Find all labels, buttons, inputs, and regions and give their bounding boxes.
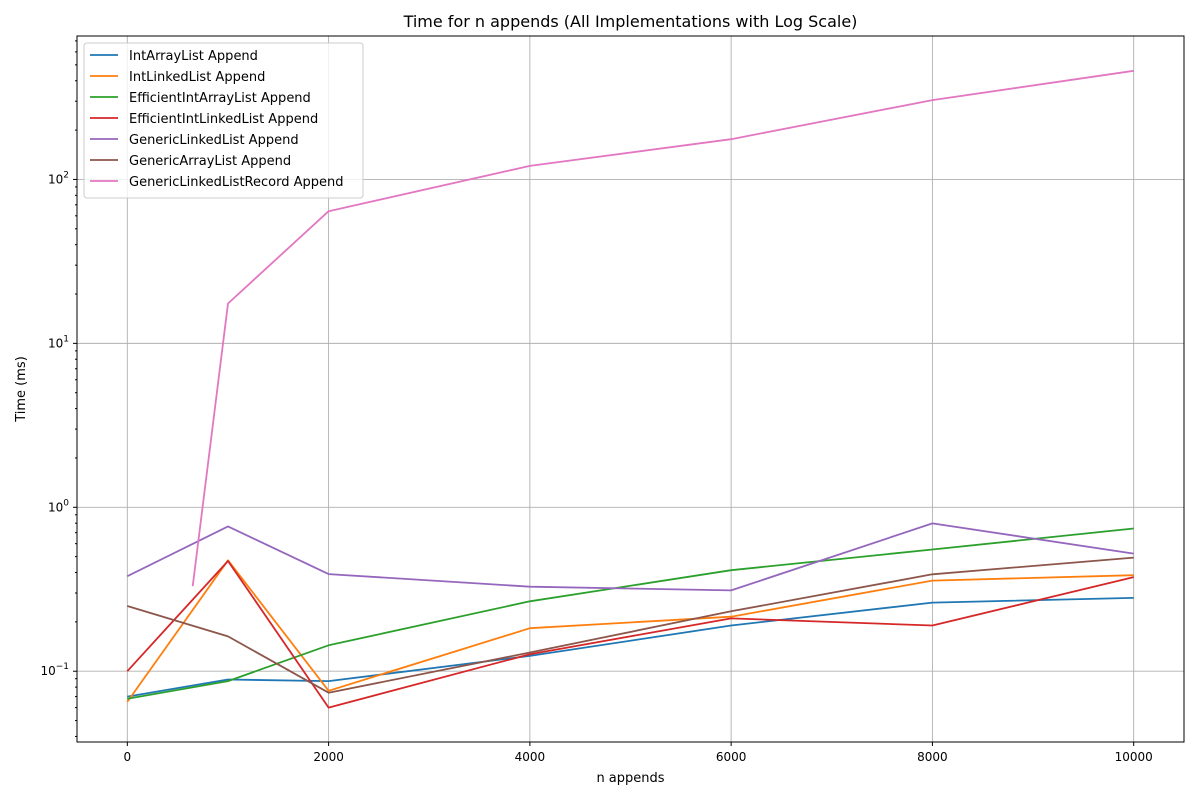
legend-label: GenericArrayList Append xyxy=(129,154,291,169)
chart-title: Time for n appends (All Implementations … xyxy=(403,12,858,31)
x-axis: 0 2000 4000 6000 8000 10000 xyxy=(123,742,1153,764)
x-tick-label: 6000 xyxy=(716,750,747,764)
x-tick-label: 0 xyxy=(123,750,131,764)
x-axis-label: n appends xyxy=(596,771,664,786)
legend: IntArrayList Append IntLinkedList Append E… xyxy=(83,42,364,199)
legend-label: IntArrayList Append xyxy=(129,49,258,64)
legend-box xyxy=(83,42,364,199)
y-axis-label: Time (ms) xyxy=(14,356,29,423)
legend-label: IntLinkedList Append xyxy=(129,70,265,85)
series-line-4 xyxy=(126,560,1134,709)
x-tick-label: 4000 xyxy=(515,750,546,764)
x-tick-label: 10000 xyxy=(1115,750,1153,764)
series-line-5 xyxy=(126,522,1134,592)
y-axis: 10−1 100 101 102 xyxy=(40,40,77,737)
legend-label: GenericLinkedList Append xyxy=(129,133,299,148)
y-tick-label: 10−1 xyxy=(40,662,69,678)
y-tick-label: 100 xyxy=(48,498,69,514)
legend-label: EfficientIntLinkedList Append xyxy=(129,112,318,127)
series-line-3 xyxy=(127,527,1134,700)
y-tick-label: 102 xyxy=(48,170,69,186)
series-line-1 xyxy=(127,597,1134,698)
series-line-7 xyxy=(191,69,1134,587)
legend-label: GenericLinkedListRecord Append xyxy=(129,175,343,190)
series-layer xyxy=(126,69,1134,709)
x-tick-label: 2000 xyxy=(313,750,344,764)
series-line-6 xyxy=(127,556,1134,694)
plot-frame xyxy=(76,35,1185,743)
legend-label: EfficientIntArrayList Append xyxy=(129,91,311,106)
x-tick-label: 8000 xyxy=(917,750,948,764)
y-tick-label: 101 xyxy=(48,334,69,350)
